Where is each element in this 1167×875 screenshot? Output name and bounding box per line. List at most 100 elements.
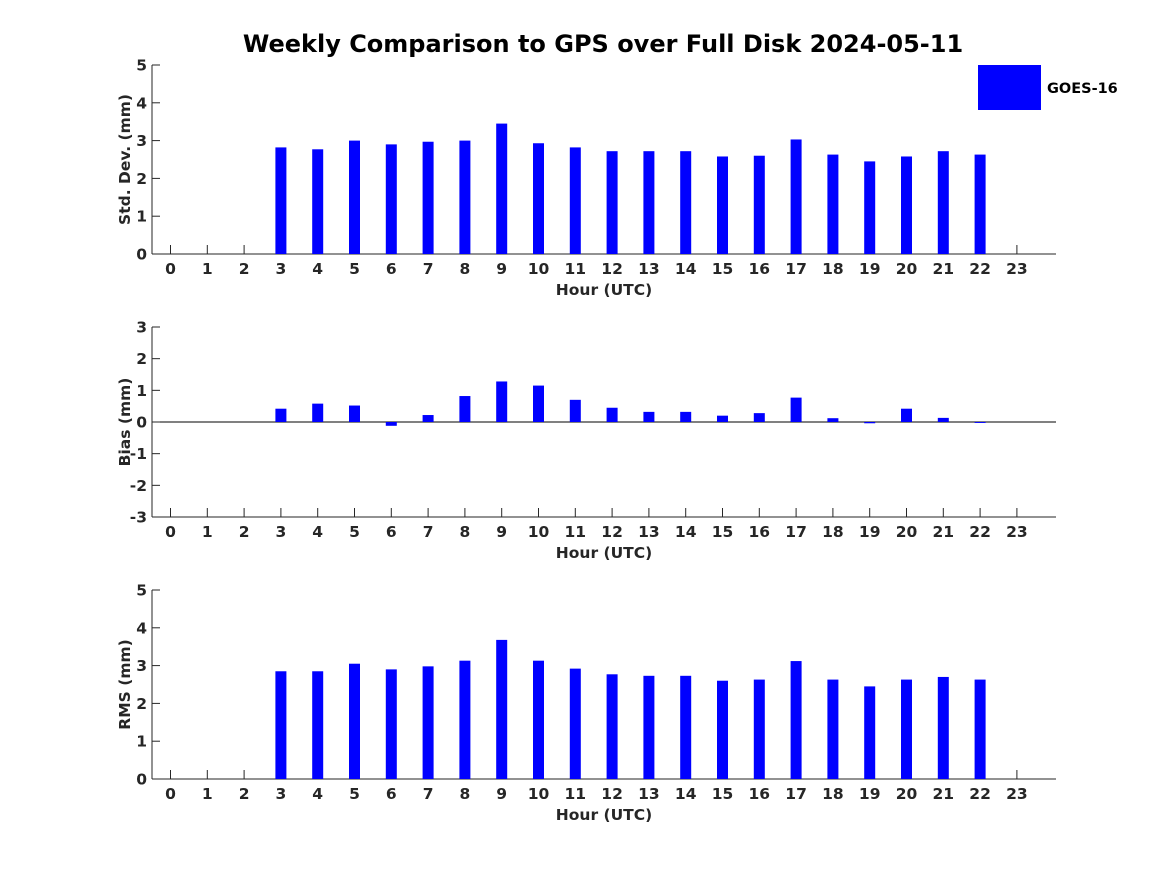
rms-y-tick-label: 2: [136, 695, 147, 713]
std-bar-hour-12: [606, 151, 618, 254]
legend-swatch-goes-16: [978, 65, 1041, 110]
std-bar-hour-19: [864, 161, 876, 254]
rms-bar-hour-17: [790, 661, 802, 779]
std-x-tick-label: 15: [712, 260, 734, 278]
bias-bar-hour-14: [680, 411, 692, 422]
bias-x-tick-label: 18: [822, 523, 844, 541]
std-y-tick-label: 2: [136, 170, 147, 188]
bias-bar-hour-5: [349, 405, 360, 422]
bias-x-tick-label: 10: [528, 523, 550, 541]
legend-label-goes-16: GOES-16: [1047, 81, 1118, 97]
std-x-tick-label: 0: [165, 260, 176, 278]
std-y-tick-label: 3: [136, 132, 147, 150]
bias-x-tick-label: 1: [202, 523, 213, 541]
rms-x-tick-label: 18: [822, 785, 844, 803]
rms-bar-hour-11: [569, 668, 581, 779]
bias-x-tick-label: 14: [675, 523, 697, 541]
std-bar-hour-17: [790, 139, 802, 254]
rms-bar-hour-6: [385, 669, 397, 779]
rms-bar-hour-18: [827, 679, 839, 779]
bias-x-tick-label: 16: [749, 523, 771, 541]
rms-bar-hour-3: [275, 671, 287, 779]
bias-bar-hour-3: [275, 408, 287, 422]
rms-bar-hour-21: [937, 676, 949, 779]
rms-bar-hour-8: [459, 660, 471, 779]
bias-bar-hour-9: [496, 381, 508, 422]
std-bar-hour-10: [533, 143, 544, 254]
bias-bar-hour-6: [385, 422, 397, 426]
std-bar-hour-4: [312, 149, 324, 254]
bias-bar-hour-17: [790, 397, 802, 422]
bias-x-tick-label: 15: [712, 523, 734, 541]
std-bar-hour-18: [827, 154, 839, 254]
rms-bar-hour-7: [422, 666, 434, 779]
bias-x-tick-label: 17: [785, 523, 807, 541]
bias-x-tick-label: 7: [423, 523, 434, 541]
rms-x-tick-label: 5: [349, 785, 360, 803]
rms-y-tick-label: 5: [136, 582, 147, 600]
rms-x-tick-label: 1: [202, 785, 213, 803]
bias-x-tick-label: 0: [165, 523, 176, 541]
std-x-tick-label: 9: [496, 260, 507, 278]
std-bar-hour-11: [569, 147, 581, 254]
bias-x-tick-label: 5: [349, 523, 360, 541]
rms-bar-hour-14: [680, 675, 692, 779]
bias-y-axis-label: Bias (mm): [116, 378, 134, 467]
std-x-tick-label: 7: [423, 260, 434, 278]
bias-y-tick-label: -3: [130, 509, 147, 527]
bias-y-tick-label: -2: [130, 477, 147, 495]
bias-bar-hour-21: [937, 417, 949, 422]
bias-x-tick-label: 6: [386, 523, 397, 541]
std-bar-hour-14: [680, 151, 692, 254]
bias-y-tick-label: 0: [136, 414, 147, 432]
std-x-tick-label: 17: [785, 260, 807, 278]
rms-x-tick-label: 21: [933, 785, 955, 803]
std-x-tick-label: 21: [933, 260, 955, 278]
rms-bar-hour-10: [533, 660, 544, 779]
std-bar-hour-21: [937, 151, 949, 254]
rms-x-tick-label: 6: [386, 785, 397, 803]
std-x-tick-label: 13: [638, 260, 660, 278]
legend: GOES-16: [978, 65, 1118, 110]
std-x-tick-label: 1: [202, 260, 213, 278]
std-x-tick-label: 20: [896, 260, 918, 278]
rms-bar-hour-9: [496, 639, 508, 779]
bias-x-tick-label: 11: [565, 523, 587, 541]
bias-bar-hour-20: [901, 408, 912, 422]
rms-x-tick-label: 19: [859, 785, 881, 803]
std-bar-hour-22: [974, 154, 986, 254]
rms-x-tick-label: 13: [638, 785, 660, 803]
bias-x-tick-label: 2: [239, 523, 250, 541]
std-x-tick-label: 11: [565, 260, 587, 278]
bias-y-tick-label: 3: [136, 319, 147, 337]
std-bar-hour-15: [717, 156, 728, 254]
std-x-tick-label: 5: [349, 260, 360, 278]
rms-x-tick-label: 2: [239, 785, 250, 803]
bias-bar-hour-12: [606, 407, 618, 422]
rms-x-tick-label: 14: [675, 785, 697, 803]
rms-x-tick-label: 17: [785, 785, 807, 803]
rms-x-tick-label: 10: [528, 785, 550, 803]
rms-x-tick-label: 23: [1006, 785, 1028, 803]
std-bar-hour-6: [385, 144, 397, 254]
bias-y-tick-label: 2: [136, 350, 147, 368]
std-bar-hour-7: [422, 141, 434, 254]
bias-bar-hour-10: [533, 385, 544, 422]
bias-x-tick-label: 19: [859, 523, 881, 541]
rms-x-tick-label: 9: [496, 785, 507, 803]
bias-bar-hour-8: [459, 396, 471, 422]
bias-x-tick-label: 8: [460, 523, 471, 541]
rms-bar-hour-13: [643, 675, 655, 779]
rms-y-tick-label: 3: [136, 657, 147, 675]
std-x-tick-label: 14: [675, 260, 697, 278]
rms-bar-hour-20: [901, 679, 912, 779]
rms-bar-hour-19: [864, 686, 876, 779]
std-x-tick-label: 3: [276, 260, 287, 278]
rms-x-tick-label: 15: [712, 785, 734, 803]
rms-bar-hour-5: [349, 663, 360, 779]
rms-x-axis-label: Hour (UTC): [556, 806, 652, 824]
